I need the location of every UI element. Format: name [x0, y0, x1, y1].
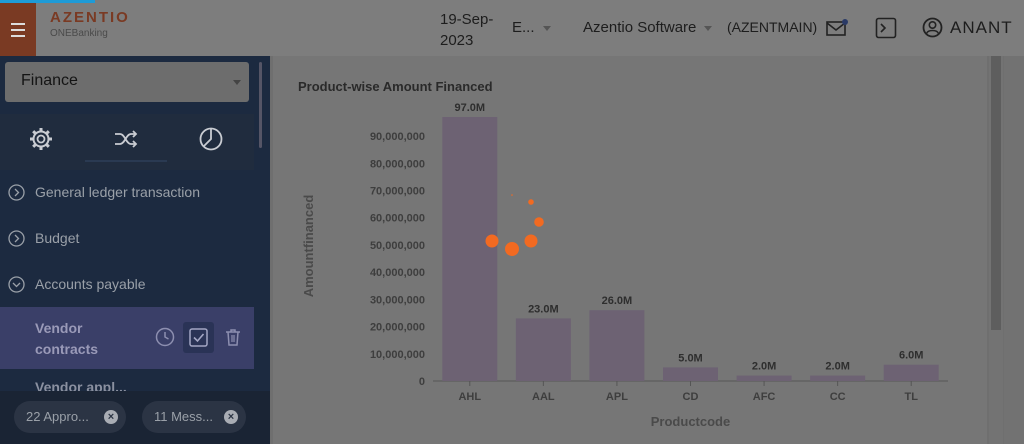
clock-icon[interactable] [154, 326, 176, 348]
username[interactable]: ANANT [950, 18, 1013, 37]
module-select[interactable]: Finance [5, 62, 249, 102]
company-value: Azentio Software [583, 19, 697, 36]
brand-name: AZENTIO [50, 9, 130, 26]
bar [736, 375, 792, 381]
sidebar: Finance General ledger transaction [0, 56, 270, 444]
sidebar-item-label: Accounts payable [35, 276, 146, 292]
data-label: 2.0M [825, 361, 849, 373]
module-value: Finance [21, 72, 78, 89]
y-tick-label: 50,000,000 [370, 240, 425, 252]
caret-down-icon [233, 80, 241, 85]
y-tick-label: 0 [419, 376, 425, 388]
progress-line [0, 0, 95, 3]
x-tick-label: CC [830, 391, 846, 403]
bar [442, 117, 498, 381]
sidebar-item-label: Vendor contracts [35, 318, 98, 360]
x-tick-label: CD [683, 391, 699, 403]
entity-select[interactable]: E... [512, 19, 551, 36]
sidebar-item-vendor-contracts[interactable]: Vendor contracts [0, 307, 254, 369]
scrollbar-thumb[interactable] [991, 56, 1001, 330]
y-axis-label: Amountfinanced [301, 195, 316, 298]
x-tick-label: AHL [458, 391, 481, 403]
entity-value: E... [512, 19, 535, 36]
sidebar-scrollbar[interactable] [259, 62, 262, 148]
chip-label: 11 Mess... [154, 409, 214, 424]
pie-chart-icon[interactable] [198, 126, 224, 152]
bar-chart: Product-wise Amount Financed 0 10,000,000 2… [298, 79, 948, 429]
user-icon[interactable] [922, 17, 943, 38]
chevron-down-circle-icon [8, 275, 25, 293]
checkbox-icon[interactable] [183, 322, 214, 353]
data-label: 26.0M [602, 295, 633, 307]
caret-down-icon [542, 25, 551, 31]
bar [515, 318, 571, 381]
branch-code: (AZENTMAIN) [727, 19, 818, 35]
chevron-right-circle-icon [8, 229, 25, 247]
x-tick-label: APL [606, 391, 628, 403]
x-tick-label: TL [904, 391, 918, 403]
chart-panel: Product-wise Amount Financed 0 10,000,000 2… [273, 56, 987, 444]
x-tick-label: AFC [753, 391, 776, 403]
approvals-chip[interactable]: 22 Appro... × [14, 401, 126, 433]
y-tick-label: 30,000,000 [370, 294, 425, 306]
terminal-icon[interactable] [875, 17, 897, 39]
label-line-1: Vendor [35, 320, 83, 336]
content-scrollbar[interactable] [989, 56, 1003, 444]
chip-label: 22 Appro... [26, 409, 89, 424]
data-label: 2.0M [752, 361, 776, 373]
date-line-1: 19-Sep- [440, 11, 494, 28]
notification-bar: 22 Appro... × 11 Mess... × [0, 391, 270, 444]
y-tick-label: 40,000,000 [370, 267, 425, 279]
sidebar-item-accounts-payable[interactable]: Accounts payable [0, 261, 254, 307]
bar [810, 375, 866, 381]
trash-icon[interactable] [222, 326, 244, 348]
sidebar-item-budget[interactable]: Budget [0, 215, 254, 261]
y-tick-label: 70,000,000 [370, 185, 425, 197]
label-line-2: contracts [35, 341, 99, 357]
data-label: 6.0M [899, 350, 923, 362]
sidebar-tab-row [0, 114, 254, 170]
messages-chip[interactable]: 11 Mess... × [142, 401, 246, 433]
data-label: 97.0M [454, 102, 485, 114]
mail-icon[interactable] [826, 19, 848, 37]
brand-logo[interactable]: AZENTIO ONEBanking [50, 9, 130, 39]
app-header: AZENTIO ONEBanking 19-Sep- 2023 E... Aze… [0, 0, 1024, 56]
y-tick-label: 80,000,000 [370, 158, 425, 170]
menu-icon [11, 21, 25, 39]
chevron-right-circle-icon [8, 183, 25, 201]
shuffle-icon[interactable] [113, 126, 139, 152]
data-label: 23.0M [528, 303, 559, 315]
date-line-2: 2023 [440, 32, 474, 49]
company-select[interactable]: Azentio Software [583, 19, 713, 36]
gear-icon[interactable] [28, 126, 54, 152]
bar [663, 367, 718, 381]
x-axis-label: Productcode [651, 414, 730, 429]
tab-indicator [85, 160, 167, 162]
bar [883, 364, 939, 381]
menu-button[interactable] [0, 3, 36, 56]
data-label: 5.0M [678, 352, 702, 364]
caret-down-icon [704, 25, 713, 31]
sidebar-item-general-ledger[interactable]: General ledger transaction [0, 169, 254, 215]
right-gutter [1004, 56, 1024, 444]
x-tick-label: AAL [532, 391, 555, 403]
business-date: 19-Sep- 2023 [440, 9, 493, 51]
brand-sub: ONEBanking [50, 28, 108, 39]
chart-title: Product-wise Amount Financed [298, 79, 493, 94]
y-tick-label: 60,000,000 [370, 213, 425, 225]
y-tick-label: 10,000,000 [370, 349, 425, 361]
loading-spinner [485, 194, 544, 256]
sidebar-item-label: General ledger transaction [35, 184, 200, 200]
y-tick-label: 20,000,000 [370, 322, 425, 334]
y-tick-label: 90,000,000 [370, 131, 425, 143]
bar [589, 310, 645, 381]
close-icon[interactable]: × [104, 410, 118, 424]
sidebar-item-label: Budget [35, 230, 80, 246]
close-icon[interactable]: × [224, 410, 238, 424]
